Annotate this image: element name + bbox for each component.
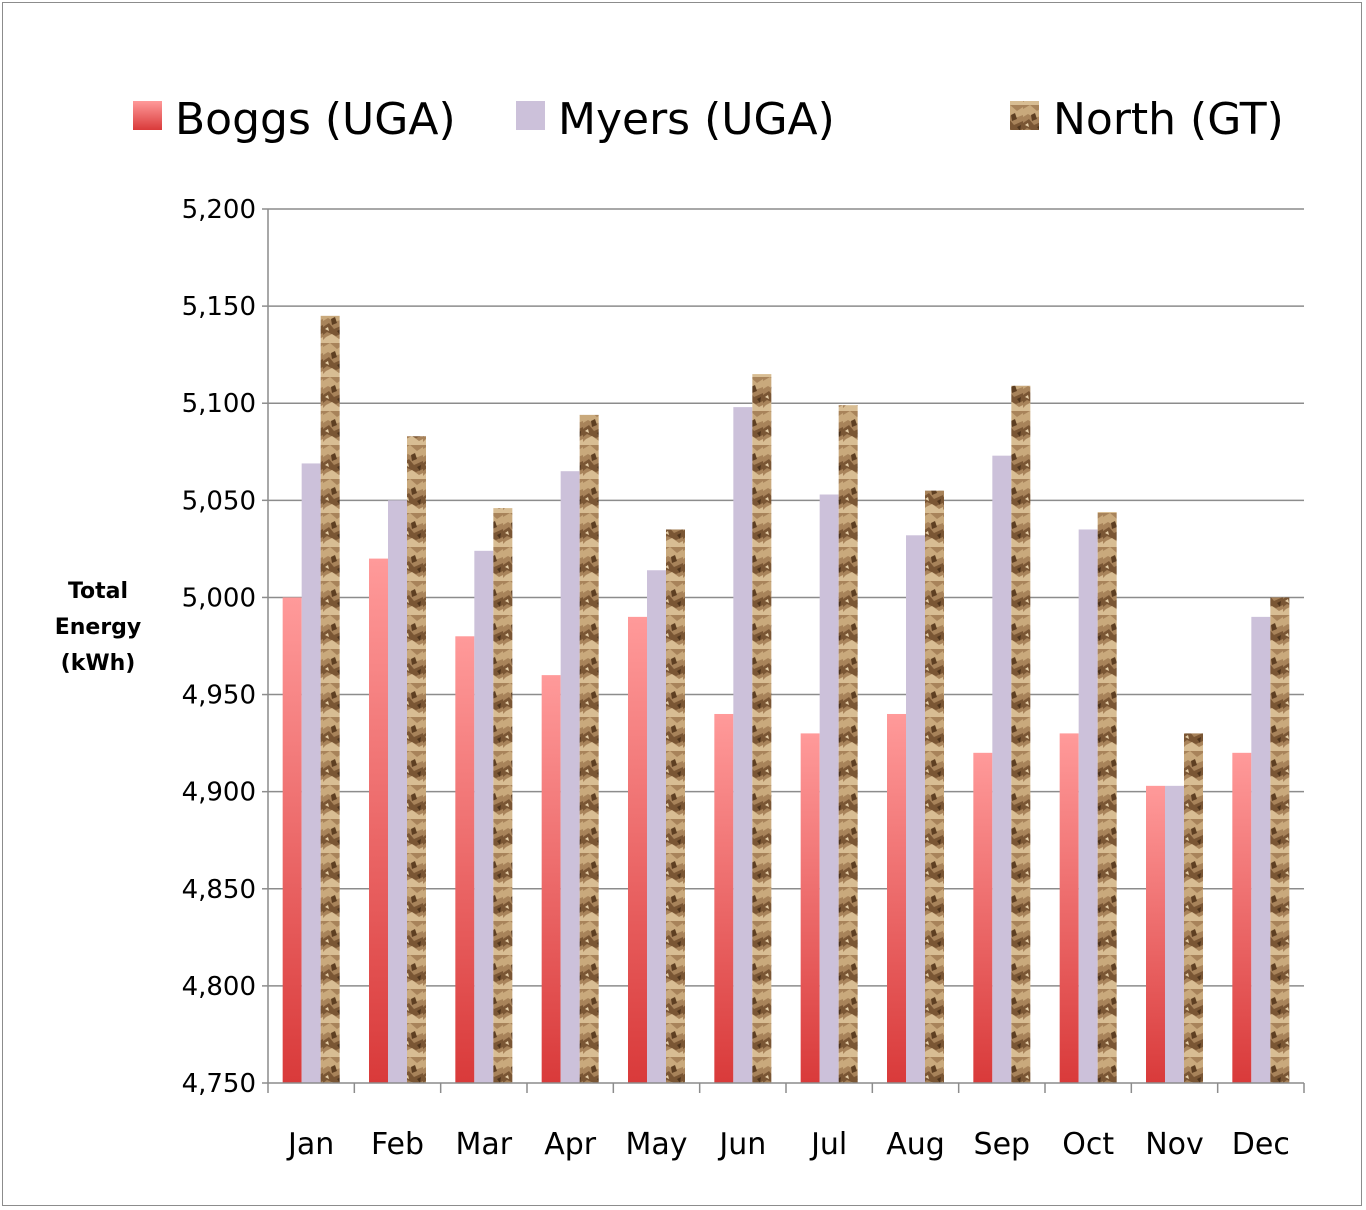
bar-oct-series-1 bbox=[1059, 733, 1079, 1083]
legend-label-2: Myers (UGA) bbox=[558, 94, 835, 145]
bar-feb-series-3 bbox=[407, 436, 426, 1083]
bar-oct-series-3 bbox=[1097, 511, 1117, 1083]
legend-swatch-3 bbox=[1010, 101, 1039, 130]
x-tick-label: Oct bbox=[1062, 1127, 1114, 1162]
bar-jul-series-3 bbox=[838, 405, 858, 1084]
x-tick-label: Feb bbox=[371, 1127, 424, 1162]
y-tick-label: 4,800 bbox=[182, 972, 256, 1002]
bar-aug-series-1 bbox=[887, 713, 906, 1083]
bar-jan-series-2 bbox=[301, 463, 321, 1083]
legend-label-3: North (GT) bbox=[1053, 94, 1284, 145]
bar-may-series-3 bbox=[666, 529, 685, 1083]
x-tick-label: Jan bbox=[286, 1127, 334, 1162]
bar-sep-series-3 bbox=[1011, 385, 1031, 1084]
y-tick-label: 5,200 bbox=[182, 195, 256, 225]
gridlines bbox=[268, 208, 1304, 987]
x-tick-label: May bbox=[625, 1127, 687, 1162]
x-tick-label: Sep bbox=[974, 1127, 1031, 1162]
bar-jul-series-1 bbox=[800, 733, 820, 1083]
bar-jan-series-1 bbox=[282, 597, 302, 1083]
legend-swatch-2 bbox=[516, 101, 545, 130]
bar-jul-series-2 bbox=[819, 494, 839, 1083]
axes: 4,750 4,800 4,850 4,900 4,950 5,000 5,050 5,100… bbox=[55, 195, 1305, 1162]
legend-swatch-1 bbox=[133, 101, 162, 130]
bar-jun-series-2 bbox=[733, 407, 753, 1083]
bar-nov-series-2 bbox=[1165, 785, 1184, 1083]
bars bbox=[282, 315, 1290, 1084]
bar-sep-series-2 bbox=[992, 455, 1012, 1083]
y-tick-label: 4,900 bbox=[182, 778, 256, 808]
bar-oct-series-2 bbox=[1078, 529, 1098, 1083]
legend: Boggs (UGA) Myers (UGA) North (GT) bbox=[133, 94, 1284, 145]
y-axis-label-line: Total bbox=[68, 579, 128, 604]
bar-may-series-2 bbox=[647, 570, 666, 1083]
bar-dec-series-1 bbox=[1232, 752, 1252, 1083]
legend-label-1: Boggs (UGA) bbox=[175, 94, 456, 145]
bar-sep-series-1 bbox=[973, 752, 993, 1083]
x-tick-label: Jul bbox=[809, 1127, 847, 1162]
bar-mar-series-2 bbox=[474, 550, 494, 1083]
bar-dec-series-3 bbox=[1270, 597, 1290, 1083]
bar-dec-series-2 bbox=[1251, 616, 1271, 1083]
bar-chart: Boggs (UGA) Myers (UGA) North (GT) 4,7504,… bbox=[55, 94, 1305, 1162]
bar-jun-series-1 bbox=[714, 713, 734, 1083]
y-tick-label: 4,750 bbox=[182, 1069, 256, 1099]
bar-jun-series-3 bbox=[752, 374, 772, 1084]
bar-apr-series-1 bbox=[541, 675, 561, 1083]
bar-aug-series-2 bbox=[906, 535, 925, 1083]
bar-jan-series-3 bbox=[320, 315, 340, 1083]
x-tick-label: Dec bbox=[1232, 1127, 1290, 1162]
bar-mar-series-3 bbox=[493, 508, 513, 1083]
x-tick-label: Jun bbox=[717, 1127, 766, 1162]
bar-mar-series-1 bbox=[455, 636, 475, 1083]
y-axis-label-line: Energy bbox=[55, 615, 142, 640]
bar-apr-series-3 bbox=[579, 414, 599, 1083]
y-tick-label: 5,050 bbox=[182, 486, 256, 516]
bar-aug-series-3 bbox=[925, 490, 944, 1084]
bar-nov-series-3 bbox=[1184, 733, 1203, 1083]
y-tick-label: 5,000 bbox=[182, 583, 256, 613]
bar-may-series-1 bbox=[628, 616, 647, 1083]
x-tick-label: Nov bbox=[1145, 1127, 1204, 1162]
x-tick-label: Mar bbox=[456, 1127, 513, 1162]
bar-apr-series-2 bbox=[560, 471, 580, 1083]
bar-feb-series-2 bbox=[388, 500, 407, 1083]
y-axis-label-line: (kWh) bbox=[61, 651, 136, 676]
bar-feb-series-1 bbox=[369, 558, 388, 1083]
x-tick-label: Aug bbox=[886, 1127, 945, 1162]
y-tick-label: 5,100 bbox=[182, 389, 256, 419]
y-tick-label: 5,150 bbox=[182, 292, 256, 322]
x-tick-label: Apr bbox=[544, 1127, 597, 1162]
y-tick-label: 4,850 bbox=[182, 875, 256, 905]
y-tick-label: 4,950 bbox=[182, 681, 256, 711]
bar-nov-series-1 bbox=[1146, 785, 1165, 1083]
